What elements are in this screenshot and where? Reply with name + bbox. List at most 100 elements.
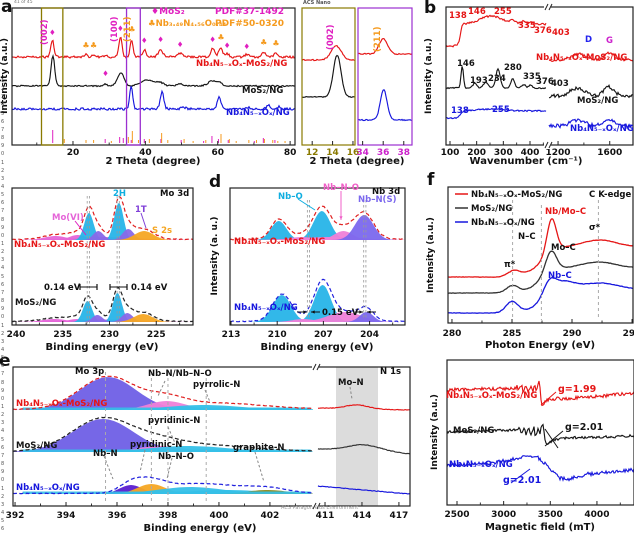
annotation: (211): [123, 16, 133, 42]
line-number: 5: [1, 518, 5, 525]
panel-letter-e: e: [0, 351, 11, 371]
annotation: 2H: [113, 189, 126, 199]
peak-fill: [70, 213, 108, 240]
annotation: 138: [451, 106, 469, 116]
annotation: Nb₄N₅₋ₓOₓ-MoS₂/NG: [14, 240, 105, 250]
tick-label: 60: [211, 148, 224, 158]
line-number: 0: [1, 477, 5, 484]
annotation: 403: [552, 28, 570, 38]
annotation: Intensity (a.u.): [424, 38, 434, 114]
plot-frame: [446, 359, 634, 506]
line-number: 6: [1, 526, 5, 533]
line-number: 3: [1, 175, 5, 182]
peak-fill: [105, 314, 181, 322]
annotation-line: [74, 220, 87, 236]
phase-marker-icon: ♣: [82, 41, 89, 50]
tick-label: 2500: [444, 510, 469, 520]
line-number: 0: [1, 314, 5, 321]
panel-letter-a: a: [1, 0, 13, 17]
annotation: 376: [536, 77, 554, 87]
annotation: (002): [40, 19, 50, 45]
axis-break-mark: [312, 502, 321, 510]
line-number: 2: [1, 167, 5, 174]
phase-marker-icon: ♣: [272, 39, 279, 48]
line-number: 4: [1, 183, 5, 190]
annotation: Nb–N: [93, 449, 118, 459]
peak-fill: [106, 231, 182, 240]
axis-title: Binding energy (eV): [46, 342, 159, 353]
line-number: 5: [1, 110, 5, 117]
phase-marker-icon: ♦: [177, 40, 184, 49]
annotation: S 2s: [152, 226, 172, 236]
spectrum-trace: [11, 53, 296, 88]
line-number: 8: [1, 135, 5, 142]
tick-label: 235: [53, 330, 72, 340]
peak-fill: [12, 236, 101, 240]
annotation: Nb/Mo–C: [545, 207, 586, 217]
annotation: Nb–C: [548, 271, 572, 281]
annotation-line: [254, 451, 265, 483]
annotation: Nb₄N₅₋ₓOₓ-MoS₂/NG: [471, 190, 562, 200]
panel-letter-b: b: [424, 0, 437, 18]
journal-watermark: ACS Nano: [303, 0, 331, 6]
line-number: 8: [1, 216, 5, 223]
annotation: 403: [551, 79, 569, 89]
annotation: pyridinic-N: [148, 416, 200, 426]
annotation: Nb₄N₅₋ₓOₓ-MoS₂/NG: [536, 53, 627, 63]
phase-marker-icon: ♦: [117, 24, 124, 33]
annotation: 0.14 eV: [44, 283, 81, 293]
annotation: ♣Nb₃.₄₉N₄.₅₆O₀.₄₄: [148, 19, 227, 29]
tick-label: 398: [159, 511, 178, 521]
tick-label: 394: [57, 511, 76, 521]
annotation: (211): [373, 26, 383, 52]
annotation: 0.14 eV: [131, 283, 168, 293]
plot-frame: [357, 7, 413, 146]
phase-marker-icon: ♣: [260, 38, 267, 47]
annotation: Intensity (a.u.): [430, 394, 440, 470]
annotation: Nb₄N₅₋ₓOₓ/NG: [471, 218, 535, 228]
annotation: Intensity (a. u.): [210, 217, 220, 296]
tick-label: 230: [100, 330, 119, 340]
tick-label: 14: [326, 148, 339, 158]
annotation: Nb₄N₅₋ₓOₓ/NG: [570, 124, 634, 134]
annotation-line: [544, 430, 564, 447]
axis-title: Photon Energy (eV): [485, 340, 595, 351]
axis-break: [544, 3, 551, 11]
annotation: Mo(VI): [52, 213, 84, 223]
phase-marker-icon: ♦: [224, 41, 231, 50]
line-number: 9: [1, 306, 5, 313]
line-number: 3: [1, 501, 5, 508]
tick-label: 290: [563, 329, 582, 339]
line-number: 6: [1, 200, 5, 207]
peak-fill: [277, 312, 405, 322]
plot-frame: [447, 186, 634, 324]
spectrum-trace: [447, 218, 634, 278]
annotation: Nb₄N₅₋ₓOₓ/NG: [449, 460, 513, 470]
annotation: 335: [523, 72, 541, 82]
spectrum-trace: [446, 455, 634, 482]
annotation: Nb₄N₅₋ₓOₓ/NG: [234, 303, 298, 313]
line-number: 1: [1, 78, 5, 84]
annotation: (002): [326, 24, 336, 50]
annotation: PDF#37-1492: [215, 7, 284, 17]
annotation: Nb₄N₅₋ₓOₓ/NG: [16, 483, 80, 493]
highlight-band: [336, 367, 378, 506]
axis-break: [312, 502, 319, 510]
annotation: Nb–N/Nb–N–O: [148, 369, 212, 379]
line-number: 6: [1, 281, 5, 288]
peak-fill: [13, 377, 221, 410]
tick-label: 1600: [597, 148, 622, 158]
annotation: Mo–C: [551, 243, 576, 253]
axis-title: Magnetic field (mT): [485, 522, 595, 533]
annotation: G: [606, 36, 613, 46]
plot-frame: [12, 366, 411, 507]
annotation: C K-edge: [589, 190, 632, 200]
annotation-line: [510, 468, 531, 484]
peak-fill: [260, 319, 347, 322]
tick-label: 213: [222, 330, 241, 340]
panel-b-raman: 100 200 300 400 1200 1600 Wavenumber (cm⁻¹) 138…: [424, 3, 634, 167]
annotation: MoS₂/NG: [471, 204, 512, 214]
spectrum-trace: [357, 89, 413, 122]
